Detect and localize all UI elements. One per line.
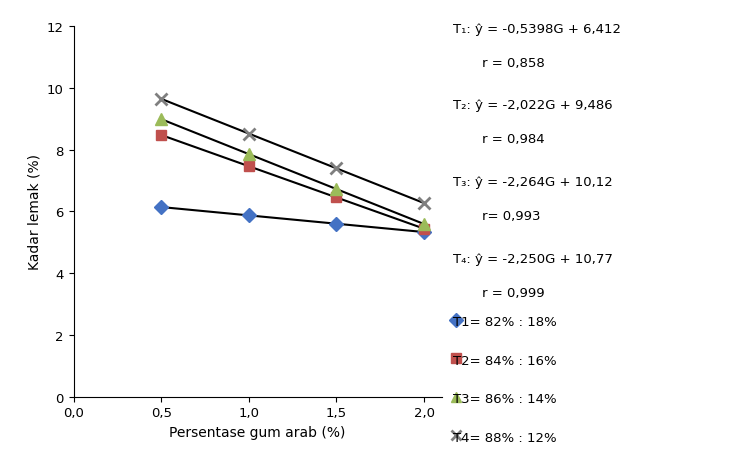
Text: r= 0,993: r= 0,993 <box>482 210 540 223</box>
Text: T₁: ŷ = -0,5398G + 6,412: T₁: ŷ = -0,5398G + 6,412 <box>453 23 620 36</box>
Text: T2= 84% : 16%: T2= 84% : 16% <box>453 354 556 367</box>
Text: T₃: ŷ = -2,264G + 10,12: T₃: ŷ = -2,264G + 10,12 <box>453 176 612 189</box>
Text: T4= 88% : 12%: T4= 88% : 12% <box>453 431 556 444</box>
Text: r = 0,984: r = 0,984 <box>482 133 545 146</box>
Text: T₄: ŷ = -2,250G + 10,77: T₄: ŷ = -2,250G + 10,77 <box>453 253 612 266</box>
X-axis label: Persentase gum arab (%): Persentase gum arab (%) <box>169 425 346 439</box>
Text: T1= 82% : 18%: T1= 82% : 18% <box>453 316 556 329</box>
Text: T₂: ŷ = -2,022G + 9,486: T₂: ŷ = -2,022G + 9,486 <box>453 99 612 112</box>
Text: r = 0,858: r = 0,858 <box>482 56 545 69</box>
Y-axis label: Kadar lemak (%): Kadar lemak (%) <box>27 154 41 270</box>
Text: T3= 86% : 14%: T3= 86% : 14% <box>453 392 556 405</box>
Text: r = 0,999: r = 0,999 <box>482 286 545 299</box>
